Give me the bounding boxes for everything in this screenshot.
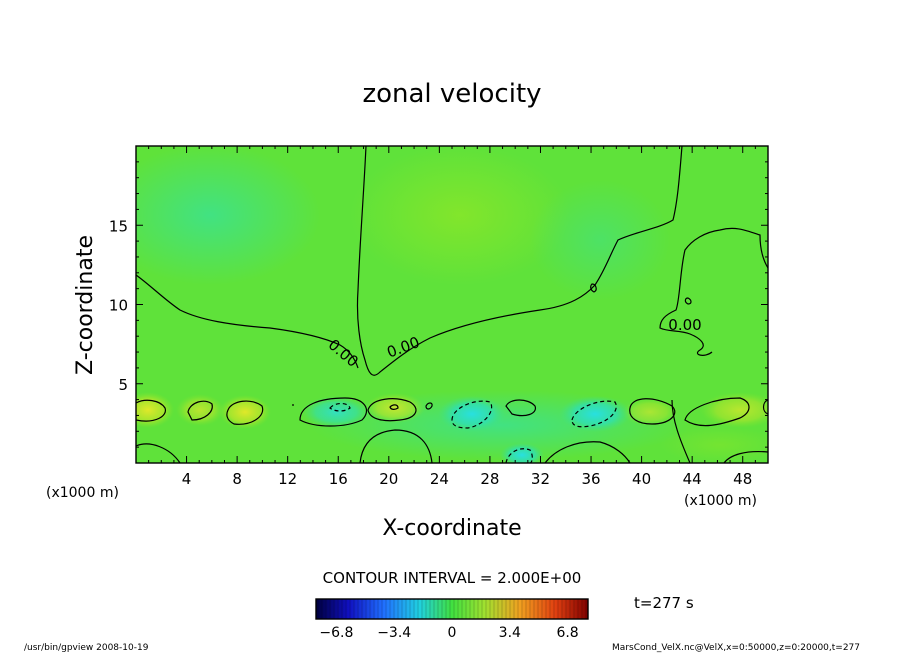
contour-bottom-right (544, 441, 631, 463)
x-tick-label: 36 (581, 470, 600, 488)
contour-interval-text: CONTOUR INTERVAL = 2.000E+00 (323, 569, 582, 587)
x-tick-label: 28 (480, 470, 499, 488)
contour-cell-pos-1 (136, 399, 166, 422)
colorbar-stripes (317, 599, 587, 619)
heatmap-field (136, 146, 768, 463)
contour-cell-pos-7 (684, 397, 750, 427)
x-tick-label: 16 (329, 470, 348, 488)
contour-cell-pos-6 (629, 398, 676, 425)
x-tick-label: 24 (430, 470, 449, 488)
chart-title: zonal velocity (362, 79, 541, 109)
colorbar-ticks: −6.8 −3.4 0 3.4 6.8 (319, 625, 578, 641)
zero-contour-small-right (684, 297, 692, 305)
field-cell-neg-1 (302, 396, 370, 428)
field-cell-neg-4 (500, 443, 544, 463)
contour-bottom-left (136, 443, 181, 463)
x-tick-label: 48 (733, 470, 752, 488)
x-tick-label: 12 (278, 470, 297, 488)
y-tick-label: 5 (118, 376, 128, 394)
colorbar-tick-label: 6.8 (556, 625, 578, 641)
field-blob-upper-left (136, 146, 320, 285)
zero-contour-small-center (590, 283, 597, 293)
contour-cell-pos-2 (187, 400, 213, 421)
y-unit-label: (x1000 m) (46, 485, 119, 501)
contour-cell-pos-5 (505, 399, 537, 417)
contour-bottom-mid (359, 429, 433, 463)
x-tick-label: 32 (531, 470, 550, 488)
contour-cell-neg-3 (571, 400, 617, 428)
x-tick-label: 4 (182, 470, 192, 488)
x-tick-label: 44 (683, 470, 702, 488)
zero-contour-left (136, 274, 359, 369)
contour-cell-pos-8 (762, 399, 768, 415)
field-blob-upper-right (530, 180, 670, 300)
y-tick-label: 10 (109, 297, 128, 315)
field-cell-neg-2 (438, 396, 506, 432)
contour-cell-neg-1-inner (329, 402, 351, 412)
x-tick-label: 8 (232, 470, 242, 488)
field-cell-neg-3 (559, 396, 631, 432)
field-cell-pos-2 (176, 394, 224, 426)
contour-cell-pos-4-inner (389, 404, 399, 410)
time-label: t=277 s (634, 594, 694, 612)
zero-contour-right (659, 227, 768, 356)
colorbar-tick-label: 3.4 (499, 625, 521, 641)
contour-bottom-right-2 (723, 450, 768, 463)
colorbar-frame (315, 598, 589, 620)
field-cell-pos-5 (622, 398, 678, 426)
contour-cell-pos-3 (226, 400, 264, 425)
contour-cell-pos-4 (367, 398, 417, 422)
x-tick-label: 20 (379, 470, 398, 488)
x-unit-label: (x1000 m) (684, 493, 757, 509)
y-tick-label: 15 (109, 217, 128, 235)
colorbar-gradient (316, 599, 588, 619)
contour-cell-neg-4 (505, 448, 533, 463)
contour-cell-neg-2 (451, 400, 493, 429)
zero-contour-center (356, 146, 683, 376)
footer-right: MarsCond_VelX.nc@VelX,x=0:50000,z=0:2000… (612, 643, 860, 653)
contour-right-vertical (671, 399, 691, 463)
field-blob-upper-mid (350, 146, 570, 285)
field-cell-pos-1 (136, 392, 174, 428)
contour-small-mid (425, 402, 433, 410)
x-tick-label: 40 (632, 470, 651, 488)
field-band-lower (310, 390, 690, 460)
contour-label-3: 0.00 (668, 316, 701, 334)
colorbar-tick-label: −6.8 (319, 625, 353, 641)
colorbar-tick-label: 0 (448, 625, 457, 641)
colorbar-tick-label: −3.4 (377, 625, 411, 641)
colorbar: −6.8 −3.4 0 3.4 6.8 (315, 598, 589, 641)
y-axis-title: Z-coordinate (73, 235, 98, 375)
x-axis-title: X-coordinate (382, 516, 521, 541)
footer-left: /usr/bin/gpview 2008-10-19 (24, 643, 149, 653)
contour-cell-neg-1 (299, 397, 367, 427)
